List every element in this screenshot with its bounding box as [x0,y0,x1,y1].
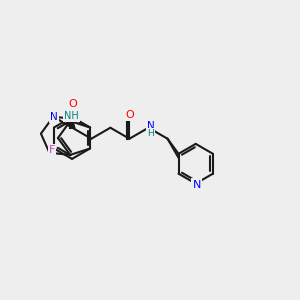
Text: H: H [147,129,154,138]
Text: N: N [147,121,154,131]
Text: O: O [68,99,76,109]
Text: NH: NH [64,111,79,121]
Text: F: F [49,146,55,155]
Text: O: O [125,110,134,120]
Text: N: N [193,180,201,190]
Text: N: N [50,112,58,122]
